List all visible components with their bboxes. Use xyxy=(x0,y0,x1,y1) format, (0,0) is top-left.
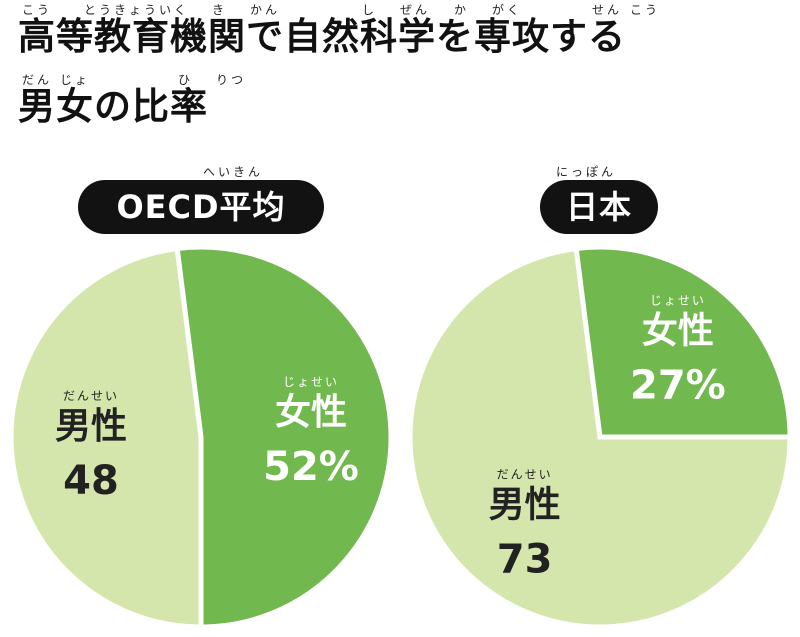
ruby-text: き xyxy=(212,3,228,17)
ruby-text: とうきょういく xyxy=(84,3,190,17)
ruby-text: りつ xyxy=(216,73,247,87)
japan-badge: 日本 xyxy=(540,180,658,234)
title-line-2-text: 男女の比率 xyxy=(18,85,208,128)
slice-value: 27% xyxy=(630,363,726,409)
title-line-1-text: 高等教育機関で自然科学を専攻する xyxy=(18,15,626,58)
oecd-badge-label: OECD平均 xyxy=(116,188,286,226)
slice-female xyxy=(573,244,793,440)
ruby-text: こう xyxy=(22,3,53,17)
title-line-2: だん じょ ひ りつ 男女の比率 xyxy=(18,72,788,128)
ruby-text: し xyxy=(362,3,378,17)
ruby-text: かん xyxy=(250,3,281,17)
slice-label: 男性 xyxy=(489,485,561,526)
ruby-text: ひ xyxy=(178,73,194,87)
title-line-1: こう とうきょういく き かん し ぜん か がく せん こう 高等教育機関で自… xyxy=(18,2,788,58)
title-line-1-ruby: こう とうきょういく き かん し ぜん か がく せん こう xyxy=(18,2,788,18)
slice-label: 男性 xyxy=(55,406,127,447)
title-line-2-ruby: だん じょ ひ りつ xyxy=(18,72,788,88)
slice-value: 52% xyxy=(263,444,359,490)
slice-value: 48 xyxy=(63,458,119,504)
slice-label-ruby: だんせい xyxy=(497,468,553,482)
slice-label: 女性 xyxy=(642,311,714,352)
ruby-text: じょ xyxy=(60,73,91,87)
slice-male xyxy=(8,245,204,630)
slice-female xyxy=(174,244,394,630)
slice-label-ruby: じょせい xyxy=(650,294,706,308)
oecd-badge-ruby: へいきん xyxy=(203,165,264,179)
japan-badge-ruby: にっぽん xyxy=(556,165,617,179)
ruby-text: だん xyxy=(22,73,53,87)
slice-label: 女性 xyxy=(275,392,347,433)
slice-label-ruby: だんせい xyxy=(63,389,119,403)
slice-value: 73 xyxy=(497,537,553,583)
ruby-text: せん xyxy=(592,3,623,17)
slice-label-ruby: じょせい xyxy=(283,375,339,389)
chart-title: こう とうきょういく き かん し ぜん か がく せん こう 高等教育機関で自… xyxy=(18,2,788,128)
ruby-text: ぜん xyxy=(400,3,431,17)
ruby-text: こう xyxy=(630,3,661,17)
ruby-text: がく xyxy=(492,3,523,17)
oecd-badge: OECD平均 xyxy=(78,180,324,234)
japan-badge-label: 日本 xyxy=(565,188,632,226)
ruby-text: か xyxy=(454,3,470,17)
